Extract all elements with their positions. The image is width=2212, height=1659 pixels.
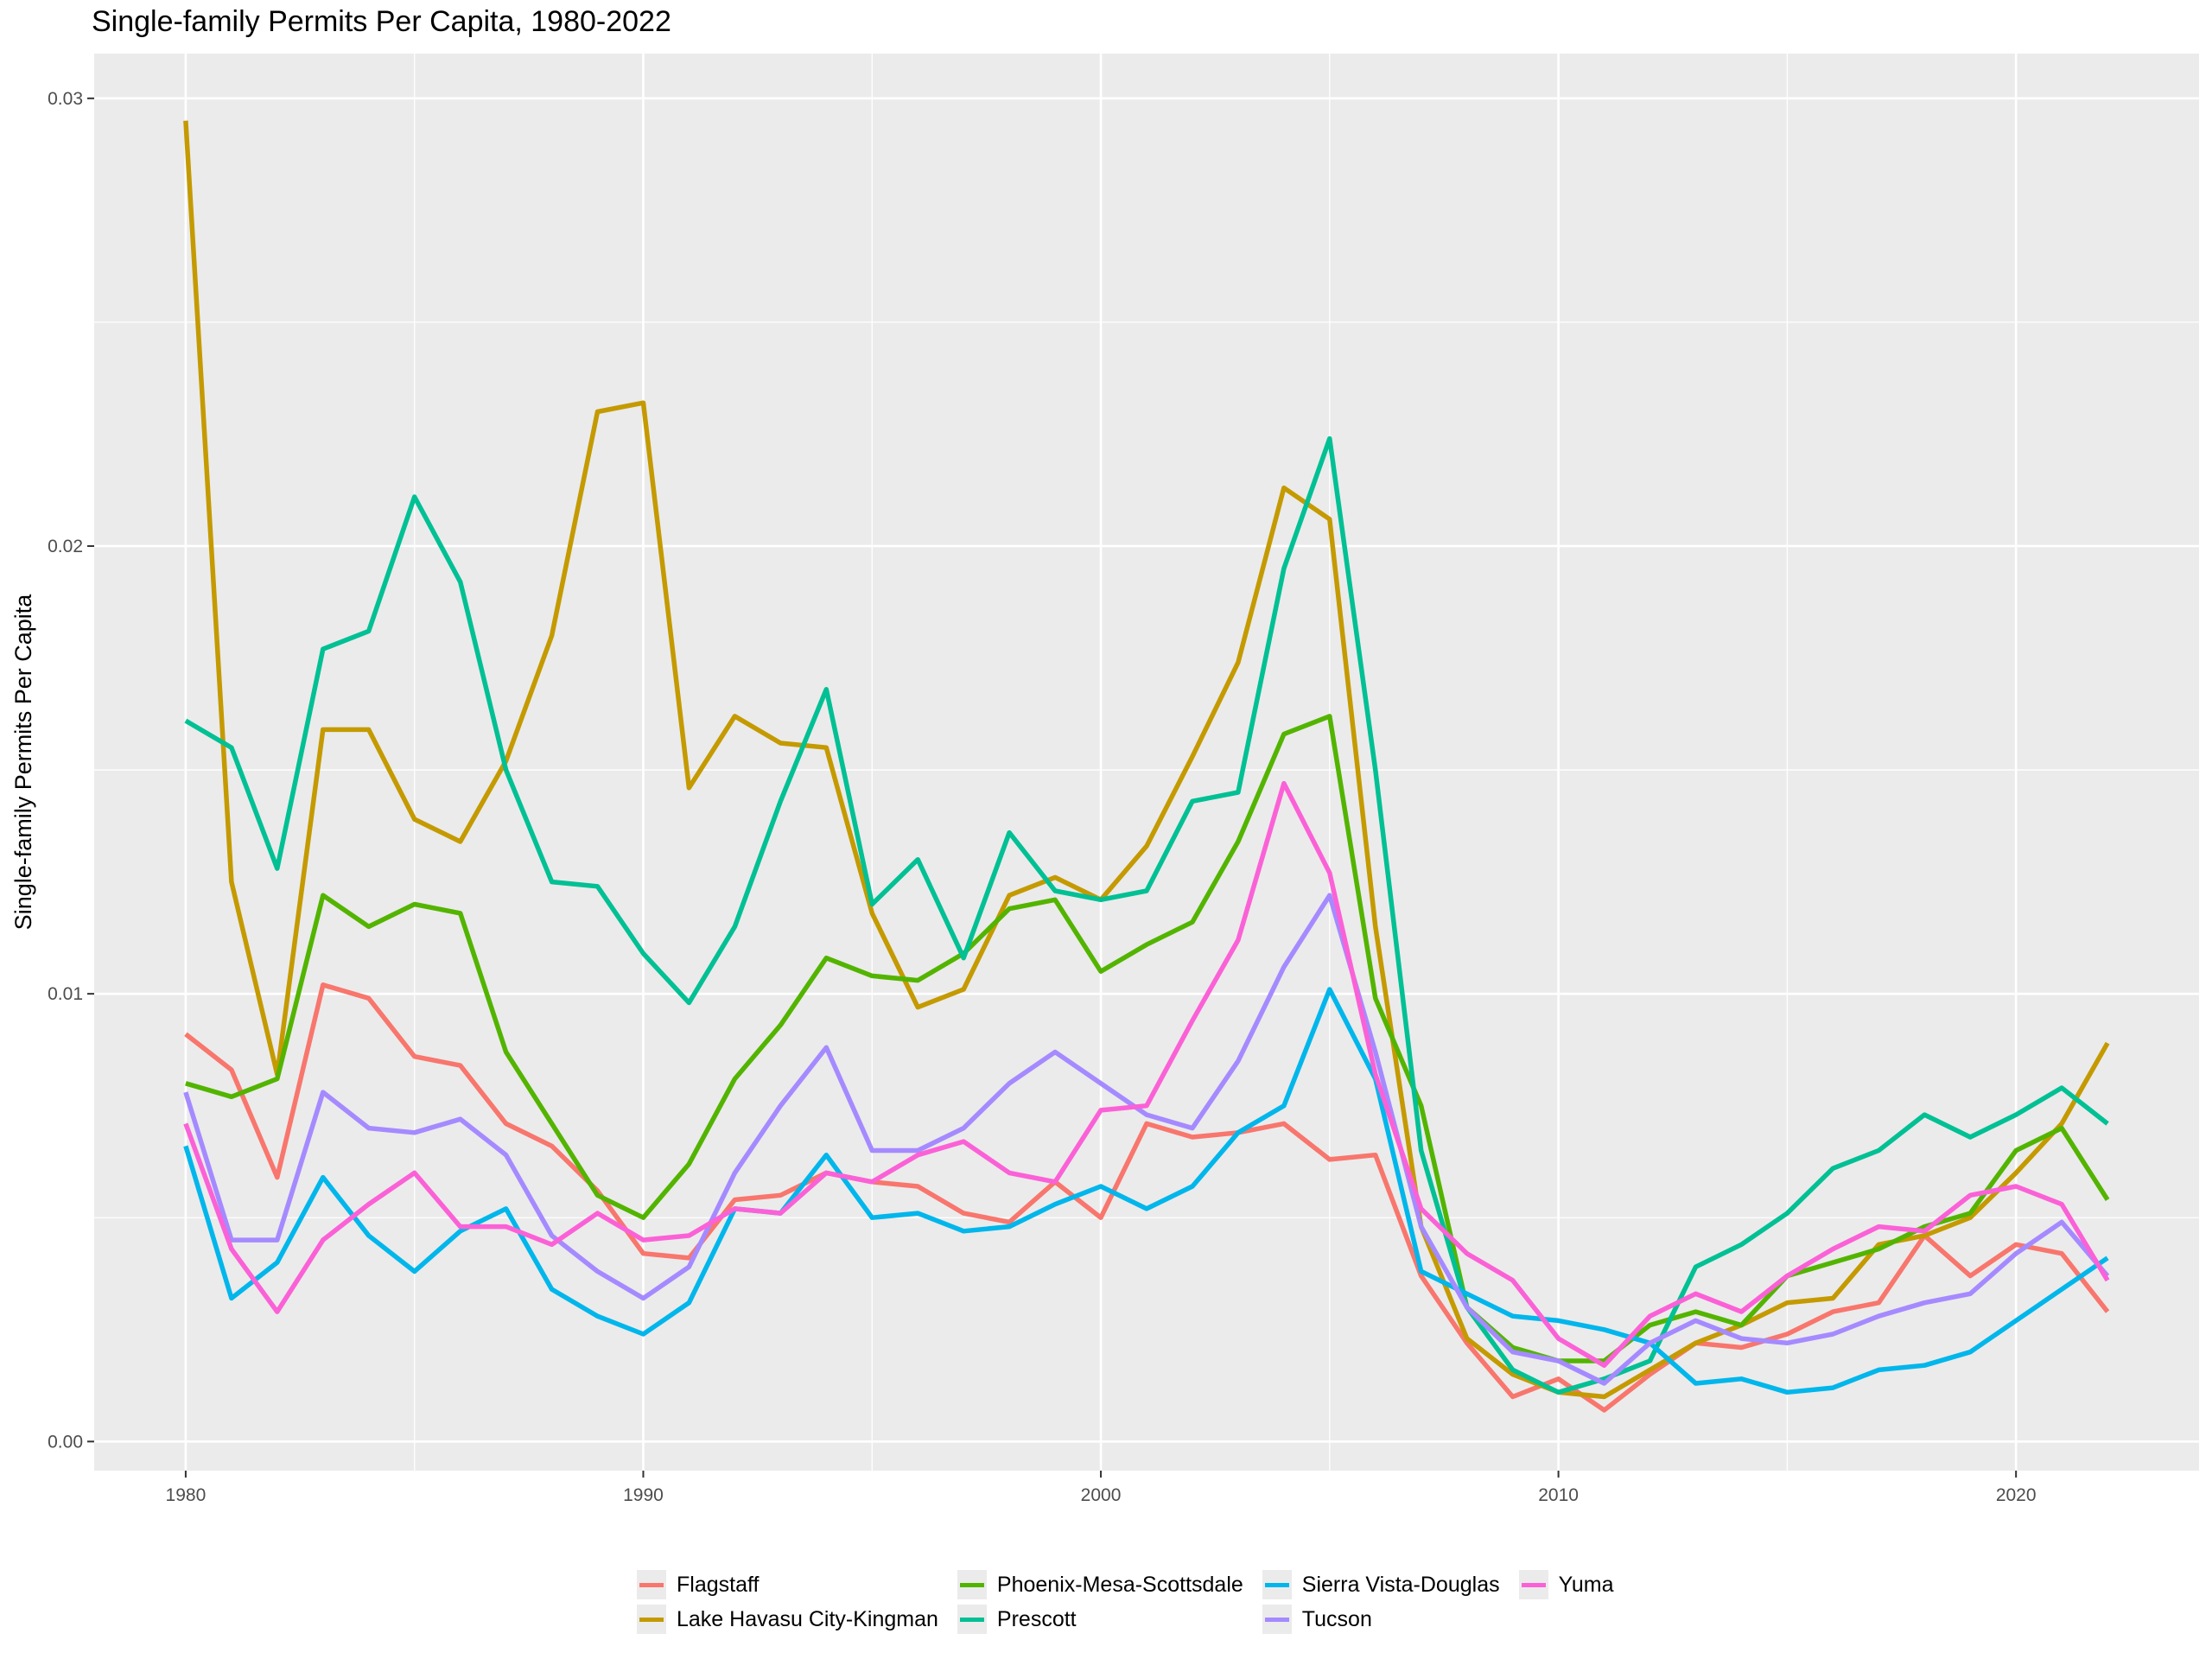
major-grid xyxy=(94,54,2199,1471)
series-line-sierra-vista-douglas xyxy=(183,987,2109,1395)
series-line-tucson xyxy=(183,893,2110,1386)
x-tick-label: 1990 xyxy=(623,1485,664,1505)
legend-item-phoenix-mesa-scottsdale: Phoenix-Mesa-Scottsdale xyxy=(957,1569,1243,1600)
legend-label: Lake Havasu City-Kingman xyxy=(677,1606,938,1631)
legend-item-flagstaff: Flagstaff xyxy=(637,1569,938,1600)
legend-item-prescott: Prescott xyxy=(957,1604,1243,1635)
legend-item-yuma: Yuma xyxy=(1518,1569,1614,1600)
x-tick-label: 1980 xyxy=(166,1485,207,1505)
legend-swatch xyxy=(1262,1605,1292,1634)
x-tick-label: 2020 xyxy=(1996,1485,2037,1505)
y-tick-label: 0.01 xyxy=(48,984,83,1004)
legend-swatch xyxy=(1262,1570,1292,1599)
legend-label: Phoenix-Mesa-Scottsdale xyxy=(996,1572,1243,1597)
minor-grid xyxy=(94,54,2199,1471)
legend-empty-cell xyxy=(1519,1604,1614,1635)
y-tick-label: 0.03 xyxy=(48,89,83,109)
legend-item-tucson: Tucson xyxy=(1262,1604,1500,1635)
legend-swatch xyxy=(957,1570,987,1599)
legend-item-lake-havasu-city-kingman: Lake Havasu City-Kingman xyxy=(637,1604,938,1635)
legend-item-sierra-vista-douglas: Sierra Vista-Douglas xyxy=(1262,1569,1500,1600)
legend-swatch xyxy=(637,1605,666,1634)
series-lines xyxy=(183,120,2110,1413)
legend-label: Sierra Vista-Douglas xyxy=(1301,1572,1500,1597)
series-line-yuma xyxy=(183,780,2110,1368)
series-line-prescott xyxy=(184,435,2109,1395)
legend-label: Tucson xyxy=(1301,1606,1372,1631)
legend-label: Flagstaff xyxy=(677,1572,760,1597)
legend-label: Prescott xyxy=(996,1606,1077,1631)
y-axis: 0.00 0.01 0.02 0.03 xyxy=(48,89,94,1452)
series-line-flagstaff xyxy=(184,982,2110,1413)
plot-panel xyxy=(94,54,2199,1471)
y-tick-label: 0.02 xyxy=(48,537,83,556)
x-axis: 1980 1990 2000 2010 2020 xyxy=(166,1471,2037,1505)
legend: Flagstaff Phoenix-Mesa-Scottsdale Sierra V… xyxy=(637,1569,1614,1635)
legend-swatch xyxy=(957,1605,987,1634)
chart-title: Single-family Permits Per Capita, 1980-2… xyxy=(92,5,671,38)
x-tick-label: 2000 xyxy=(1081,1485,1122,1505)
x-tick-label: 2010 xyxy=(1538,1485,1579,1505)
y-axis-title: Single-family Permits Per Capita xyxy=(10,594,36,931)
legend-swatch xyxy=(1518,1570,1548,1599)
y-tick-label: 0.00 xyxy=(48,1432,83,1452)
legend-label: Yuma xyxy=(1558,1572,1614,1597)
legend-swatch xyxy=(637,1570,666,1599)
